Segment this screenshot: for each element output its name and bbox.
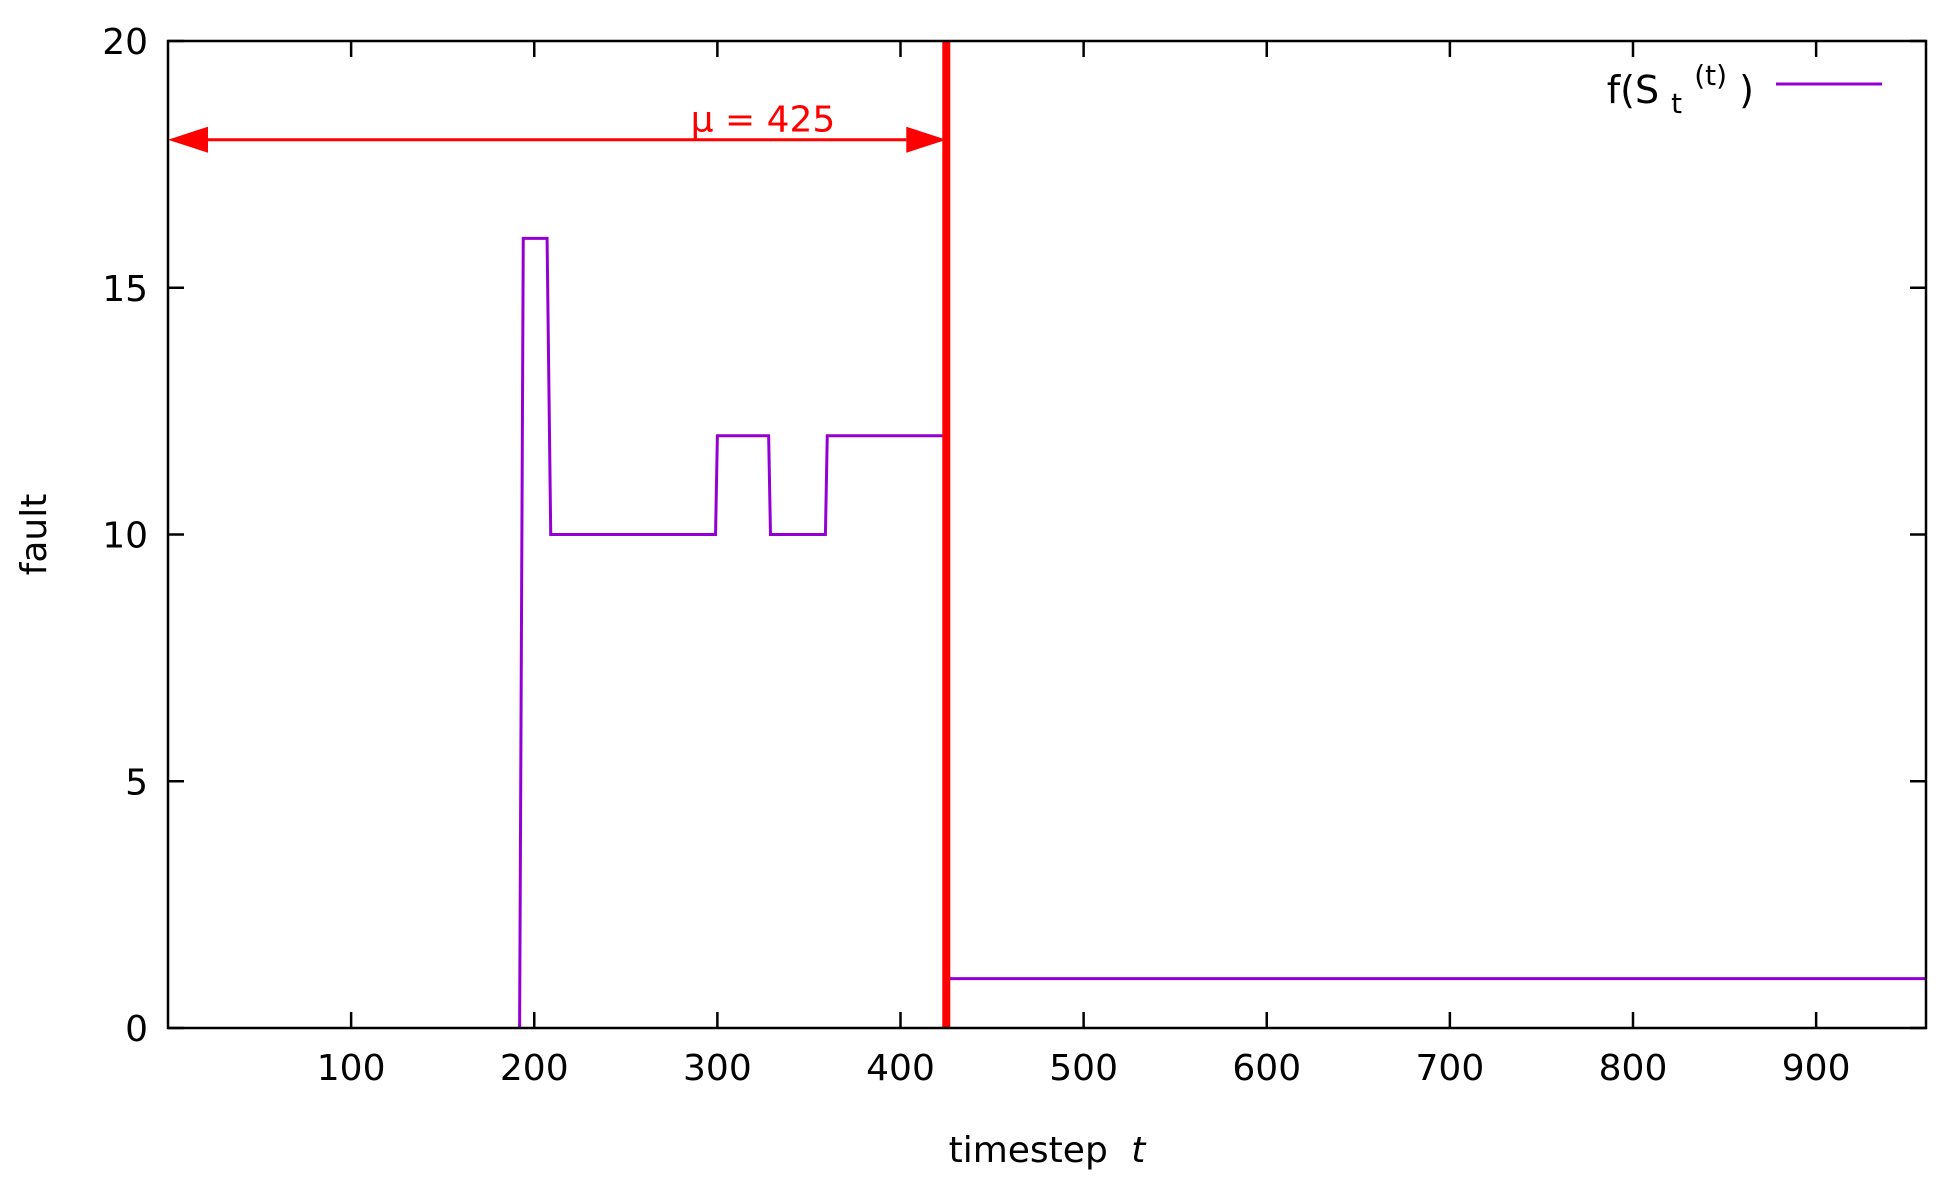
- legend-entry-label: f(S t (t) ): [1607, 50, 1754, 122]
- x-tick-label-100: 100: [317, 1048, 386, 1089]
- legend-label-superscript: (t): [1694, 59, 1727, 92]
- x-tick-label-400: 400: [866, 1048, 935, 1089]
- y-axis-label: fault: [14, 494, 55, 576]
- legend-label-subscript: t: [1671, 87, 1682, 120]
- mu-annotation-label: μ = 425: [691, 100, 836, 141]
- legend-label-close: ): [1739, 68, 1754, 112]
- x-tick-label-600: 600: [1232, 1048, 1301, 1089]
- y-tick-label-5: 5: [125, 762, 148, 803]
- range-arrow-head-right: [906, 126, 947, 153]
- y-tick-label-15: 15: [102, 269, 148, 310]
- range-arrow-head-left: [168, 126, 208, 153]
- y-axis-ticks: [168, 39, 1926, 1030]
- annotation-layer: μ = 425: [168, 41, 951, 1028]
- x-axis-label: timestep t: [949, 1130, 1148, 1171]
- x-tick-label-200: 200: [500, 1048, 569, 1089]
- series-line-0: [518, 236, 1926, 1029]
- y-tick-label-10: 10: [102, 516, 148, 557]
- legend: f(S t (t) ): [1607, 50, 1882, 122]
- x-tick-label-900: 900: [1782, 1048, 1851, 1089]
- x-tick-label-700: 700: [1416, 1048, 1485, 1089]
- x-tick-label-300: 300: [683, 1048, 752, 1089]
- plot-area-frame: [166, 39, 1928, 1030]
- x-axis-label-text: timestep: [949, 1130, 1108, 1171]
- y-tick-label-0: 0: [125, 1009, 148, 1050]
- x-axis-label-variable: t: [1131, 1130, 1147, 1171]
- x-tick-label-500: 500: [1049, 1048, 1118, 1089]
- x-axis-ticks: [349, 41, 1818, 1028]
- y-tick-label-20: 20: [102, 22, 148, 63]
- y-axis-tick-labels: 0 5 10 15 20: [102, 22, 148, 1050]
- series-layer: [518, 236, 1926, 1029]
- x-axis-tick-labels: 100 200 300 400 500 600 700 800 900: [317, 1048, 1851, 1089]
- x-tick-label-800: 800: [1599, 1048, 1668, 1089]
- legend-label-base: f(S: [1607, 68, 1659, 112]
